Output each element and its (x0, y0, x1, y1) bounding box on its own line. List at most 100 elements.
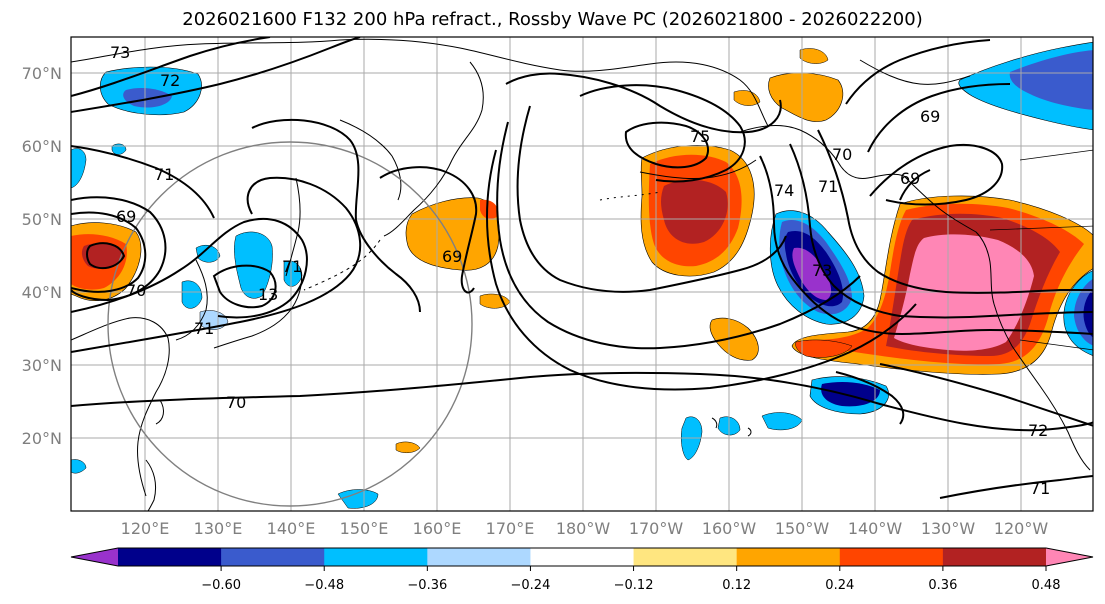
map-title: 2026021600 F132 200 hPa refract., Rossby… (182, 9, 923, 30)
contour-ridge-2 (496, 121, 861, 350)
coast-west-north-america (903, 175, 1091, 471)
coast-taiwan (155, 399, 164, 425)
clabel-71-china: 71 (194, 319, 214, 338)
colorbar-outline (70, 547, 1094, 567)
contour-71-japan (71, 176, 362, 353)
coast-philippines (145, 459, 157, 511)
contour-72-east (879, 363, 1093, 427)
contour-71-trough (789, 143, 1093, 319)
reference-circle (107, 141, 473, 507)
colorbar-tick-label: 0.12 (722, 578, 751, 593)
contour-72-nw (71, 37, 361, 113)
border-us-canada-north (1019, 149, 1093, 161)
contour-70-south (71, 371, 1093, 432)
colorbar-segment (736, 548, 841, 566)
coast-japan (213, 267, 303, 349)
contour-75-closed (624, 121, 709, 169)
contour-69-ne (867, 83, 1011, 153)
coast-kuril-islands (303, 239, 381, 291)
contour-west-closed (86, 242, 126, 270)
colorbar-segment (324, 548, 428, 566)
contour-central-top (505, 72, 782, 134)
clabel-71-trough: 71 (818, 177, 838, 196)
lat-label-50n: 50°N (22, 210, 62, 229)
coast-korea (175, 259, 208, 341)
contour-71-se (939, 475, 1093, 499)
colorbar-segment (942, 548, 1047, 566)
lat-label-30n: 30°N (22, 356, 62, 375)
contour-69-ne-small (899, 169, 931, 201)
contour-labels: 73 72 71 69 70 71 13 71 70 69 75 74 71 7… (110, 43, 1050, 498)
clabel-72-nw: 72 (160, 71, 180, 90)
coast-sakhalin (285, 177, 301, 277)
coast-hawaii (711, 417, 718, 429)
contours (71, 37, 1093, 499)
coast-alaska-north (859, 59, 971, 85)
colorbar-tick-label: −0.48 (304, 578, 344, 593)
colorbar-segment (839, 548, 944, 566)
clabel-13-japan: 13 (258, 285, 278, 304)
map-content: 73 72 71 69 70 71 13 71 70 69 75 74 71 7… (71, 37, 1093, 511)
contour-ridge-1 (516, 105, 787, 293)
colorbar-tick-label: 0.36 (928, 578, 957, 593)
lat-label-40n: 40°N (22, 283, 62, 302)
contour-70-japan (71, 217, 308, 319)
lon-label-130w: 130°W (921, 519, 976, 538)
contour-69-160e (379, 166, 478, 294)
colorbar-segment (633, 548, 738, 566)
lon-label-120e: 120°E (121, 519, 170, 538)
coast-arctic-asia (71, 38, 769, 127)
coast-kamchatka (383, 61, 484, 237)
clabel-72-east: 72 (1028, 421, 1048, 440)
contour-north-alaska (845, 39, 991, 105)
contour-kamchatka (251, 118, 421, 313)
field-blob-west-positive (71, 222, 142, 301)
field-blobs-south (71, 317, 889, 509)
colorbar-tick-label: −0.60 (201, 578, 241, 593)
field-blob-ne-negative (958, 41, 1093, 131)
colorbar-segment (118, 548, 222, 566)
coast-okhotsk (339, 119, 402, 201)
clabel-70-trough: 70 (832, 145, 852, 164)
colorbar-segment (530, 548, 635, 566)
clabel-69-ne-small: 69 (900, 169, 920, 188)
coast-china (71, 317, 170, 497)
clabel-73-trough: 73 (812, 261, 832, 280)
lon-label-160w: 160°W (702, 519, 757, 538)
lon-label-170e: 170°E (486, 519, 535, 538)
contour-74-trough (759, 155, 1093, 336)
lon-label-170w: 170°W (629, 519, 684, 538)
contour-73-nw (71, 37, 271, 97)
clabel-74: 74 (774, 181, 794, 200)
clabel-70-west: 70 (126, 281, 146, 300)
map-frame (70, 36, 1094, 512)
coast-hawaii-2 (747, 427, 752, 437)
latitude-labels: 70°N 60°N 50°N 40°N 30°N 20°N (22, 64, 62, 448)
clabel-73-nw: 73 (110, 43, 130, 62)
clabel-71-japan: 71 (282, 257, 302, 276)
lon-label-150e: 150°E (340, 519, 389, 538)
contour-ridge-3 (486, 149, 917, 391)
colorbar: −0.60 −0.48 −0.36 −0.24 −0.12 0.12 0.24 0.36 0.4… (70, 547, 1094, 593)
field-blob-small-negative (111, 143, 127, 155)
colorbar-segment (427, 548, 531, 566)
lon-label-130e: 130°E (194, 519, 243, 538)
field-blob-central-positive (640, 145, 755, 277)
colorbar-extend-high (1046, 548, 1093, 566)
border-us-canada (989, 225, 1093, 231)
lon-label-160e: 160°E (413, 519, 462, 538)
coastlines (71, 38, 1093, 511)
field-blob-west-edge-negative (71, 148, 87, 189)
contour-69-west-a (71, 196, 167, 302)
clabel-69-160e: 69 (442, 247, 462, 266)
lat-label-70n: 70°N (22, 64, 62, 83)
clabel-71-west: 71 (154, 165, 174, 184)
colorbar-tick-label: −0.36 (407, 578, 447, 593)
clabel-71-se: 71 (1030, 479, 1050, 498)
contour-75 (579, 84, 746, 183)
contour-south-trough (835, 371, 905, 425)
contour-japan-closed (212, 264, 277, 309)
lon-label-140e: 140°E (267, 519, 316, 538)
contour-73-ne (869, 144, 1004, 206)
graticule (71, 37, 1093, 511)
